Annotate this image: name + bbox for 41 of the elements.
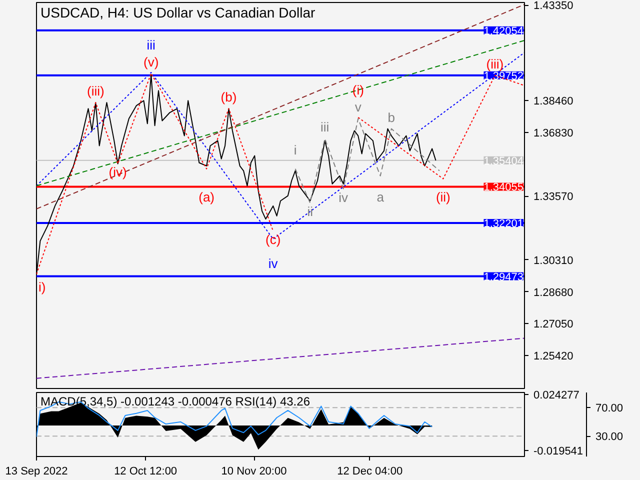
- y-tick-label: 0.024277: [534, 390, 580, 402]
- y-tick-label: 1.43350: [534, 0, 574, 12]
- y-tick-label: 1.28680: [534, 286, 574, 299]
- chart-title: USDCAD, H4: US Dollar vs Canadian Dollar: [40, 4, 316, 20]
- x-tick-label: 12 Dec 04:00: [337, 466, 403, 478]
- y-tick-label: 1.30310: [534, 254, 574, 267]
- x-tick-label: 13 Sep 2022: [5, 466, 68, 478]
- x-tick-label: 10 Nov 20:00: [221, 466, 287, 478]
- annotation: (iii): [86, 84, 104, 99]
- annotation: (b): [220, 90, 237, 105]
- y2-tick-label: 30.00: [596, 431, 624, 444]
- y-tick-label: -0.019541: [534, 445, 584, 458]
- y-tick-label: 1.36830: [534, 127, 574, 140]
- y-tick-label: 1.27050: [534, 318, 574, 331]
- ref-line-label: 1.42054: [484, 25, 524, 38]
- y-tick-label: 1.38460: [534, 96, 574, 108]
- annotation: a: [376, 190, 385, 205]
- annotation: iv: [338, 190, 349, 205]
- y2-tick-label: 70.00: [596, 402, 624, 415]
- annotation: (ii): [436, 190, 450, 205]
- ref-line-label: 1.39752: [484, 70, 524, 82]
- annotation: iv: [268, 256, 278, 271]
- annotation: b: [388, 110, 396, 125]
- ref-line-label: 1.35404: [484, 155, 524, 168]
- annotation: v: [354, 100, 362, 115]
- y-tick-label: 1.25420: [534, 350, 574, 362]
- x-tick-label: 12 Oct 12:00: [114, 466, 178, 478]
- ref-line-label: 1.29473: [484, 271, 524, 284]
- annotation: i: [294, 142, 297, 158]
- chart-title: MACD(5,34,5) -0.001243 -0.000476 RSI(14) 43.26: [40, 394, 310, 408]
- annotation: (c): [266, 232, 281, 247]
- annotation: iii: [320, 120, 330, 135]
- annotation: (v): [144, 54, 159, 70]
- ref-line-label: 1.32201: [484, 218, 524, 230]
- annotation: i): [38, 279, 46, 294]
- annotation: (iii): [486, 56, 504, 72]
- y-tick-label: 1.33570: [534, 191, 574, 204]
- annotation: (a): [198, 190, 215, 205]
- annotation: iii: [146, 37, 156, 52]
- ref-line-label: 1.34055: [484, 182, 524, 194]
- annotation: (iv): [108, 164, 127, 180]
